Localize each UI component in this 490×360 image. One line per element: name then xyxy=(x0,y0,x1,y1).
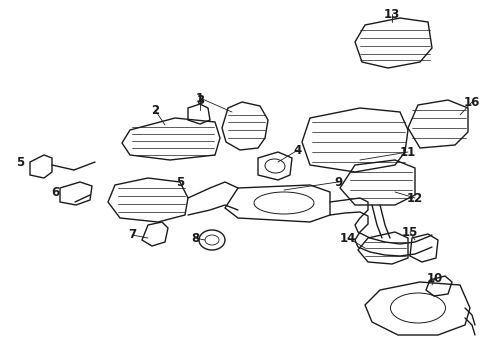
Text: 3: 3 xyxy=(196,94,204,107)
Text: 9: 9 xyxy=(334,175,342,189)
Text: 8: 8 xyxy=(191,231,199,244)
Text: 7: 7 xyxy=(128,229,136,242)
Text: 4: 4 xyxy=(294,144,302,157)
Text: 16: 16 xyxy=(464,95,480,108)
Text: 2: 2 xyxy=(151,104,159,117)
Text: 12: 12 xyxy=(407,192,423,204)
Text: 11: 11 xyxy=(400,145,416,158)
Text: 13: 13 xyxy=(384,8,400,21)
Text: 1: 1 xyxy=(196,91,204,104)
Text: 5: 5 xyxy=(176,175,184,189)
Text: 6: 6 xyxy=(51,185,59,198)
Text: 10: 10 xyxy=(427,271,443,284)
Text: 15: 15 xyxy=(402,225,418,238)
Text: 5: 5 xyxy=(16,156,24,168)
Text: 14: 14 xyxy=(340,231,356,244)
